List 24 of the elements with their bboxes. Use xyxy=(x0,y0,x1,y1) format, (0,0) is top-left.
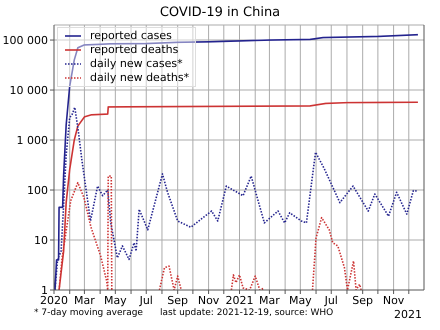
x-tick-label: 2021 xyxy=(226,294,254,307)
legend-label: daily new deaths* xyxy=(90,71,190,85)
y-tick-label: 1 000 xyxy=(16,134,48,147)
legend-label: daily new cases* xyxy=(90,57,183,71)
x-tick-label: May xyxy=(288,294,312,307)
x-tick-label: Sep xyxy=(167,294,188,307)
y-tick-label: 10 xyxy=(34,234,48,247)
x-tick-label: Nov xyxy=(198,294,220,307)
x-tick-label: Jul xyxy=(138,294,153,307)
x-tick-label: Mar xyxy=(74,294,96,307)
legend-label: reported deaths xyxy=(90,43,178,57)
y-tick-label: 100 xyxy=(27,184,48,197)
legend-label: reported cases xyxy=(90,29,172,43)
x-tick-label: Jul xyxy=(324,294,338,307)
x-tick-label: Sep xyxy=(352,294,374,307)
y-tick-label: 10 000 xyxy=(10,84,48,97)
x-tick-label: Mar xyxy=(259,294,280,307)
text: last update: 2021-12-19, source: WHO xyxy=(160,308,334,318)
x-tick-label: May xyxy=(104,294,128,307)
chart-title: COVID-19 in China xyxy=(158,5,282,20)
y-tick-label: 100 000 xyxy=(2,34,48,47)
x-tick-label: Nov xyxy=(382,294,405,307)
text: * 7-day moving average xyxy=(34,308,143,318)
text: 2021 xyxy=(394,308,422,321)
